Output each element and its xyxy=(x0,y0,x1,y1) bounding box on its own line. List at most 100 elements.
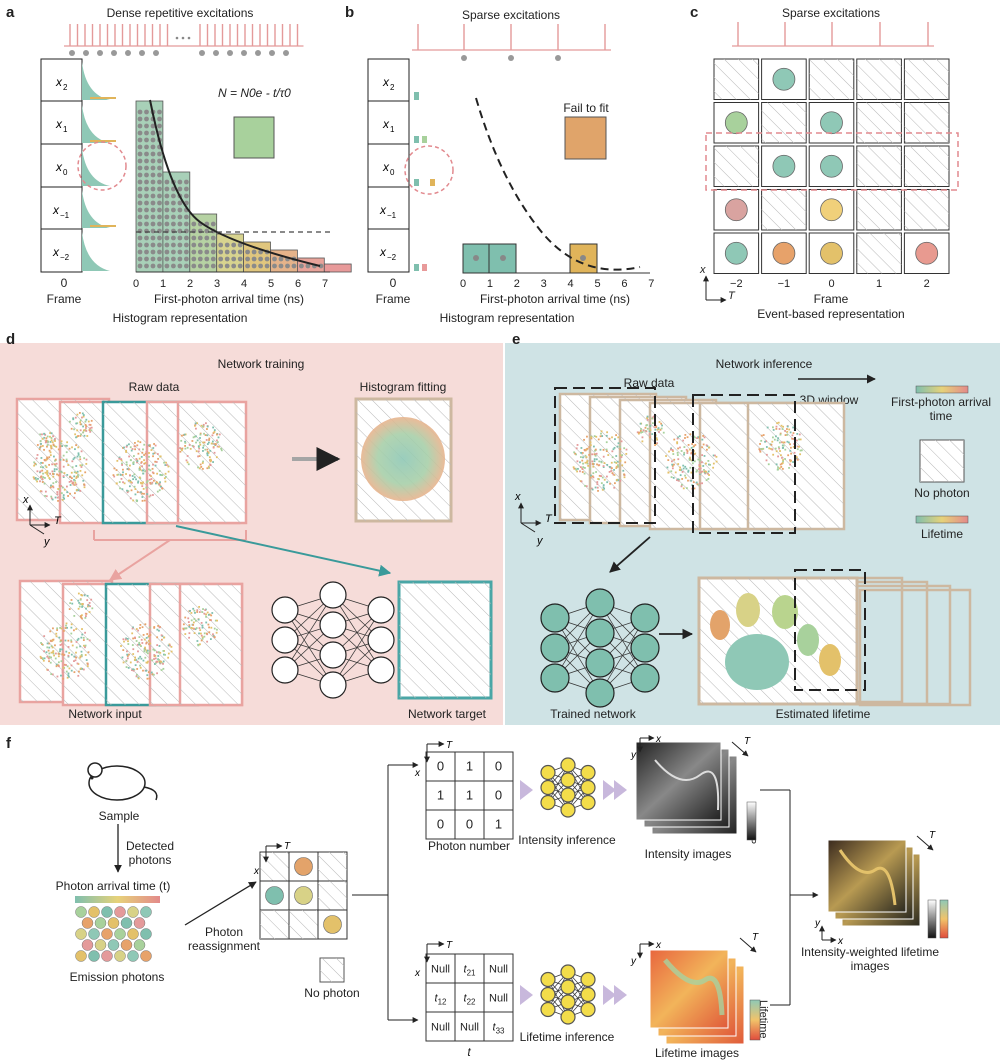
panel-a-xaxis-label: First-photon arrival time (ns) xyxy=(153,292,305,306)
panel-b-xaxis-ticks: 0 1 2 3 4 5 6 7 xyxy=(460,278,654,290)
svg-text:x: x xyxy=(655,734,662,745)
panel-d-network-target: Network target xyxy=(407,707,487,721)
svg-text:x: x xyxy=(52,203,60,217)
matrix-cell: Null xyxy=(489,964,508,976)
panel-f-lifetime-network xyxy=(540,964,596,1025)
panel-e-letter: e xyxy=(512,331,521,348)
panel-c-axis-t: T xyxy=(728,290,735,302)
panel-d-histogram-fit-frame xyxy=(354,397,453,523)
panel-c-event-grid xyxy=(713,58,950,274)
svg-text:−2: −2 xyxy=(60,253,70,262)
xaxis-tick-label: 5 xyxy=(594,278,600,290)
matrix-cell: Null xyxy=(431,964,450,976)
panel-b-letter: b xyxy=(345,4,355,21)
xaxis-tick-label: 6 xyxy=(295,278,301,290)
panel-e-trained: Trained network xyxy=(550,707,636,721)
panel-c-axis-x: x xyxy=(700,264,706,276)
svg-text:x: x xyxy=(52,245,60,259)
svg-text:T: T xyxy=(752,932,759,943)
panel-b-frame-label: Frame xyxy=(375,292,411,306)
panel-c-title: Sparse excitations xyxy=(781,6,881,20)
panel-d-title: Network training xyxy=(217,357,305,371)
panel-c-frame-label: Frame xyxy=(813,292,849,306)
svg-text:x: x xyxy=(382,75,390,89)
panel-c-footer: Event-based representation xyxy=(757,307,905,321)
panel-f-intensity-images xyxy=(635,741,757,841)
panel-f-t-label: t xyxy=(467,1045,471,1059)
panel-f-intensity-network xyxy=(540,757,596,818)
matrix-cell: 0 xyxy=(466,817,473,832)
svg-text:T: T xyxy=(284,841,291,852)
svg-text:x: x xyxy=(382,117,390,131)
panel-b-pulse-train xyxy=(412,24,611,61)
xaxis-tick-label: 2 xyxy=(187,278,193,290)
svg-text:0: 0 xyxy=(390,168,395,177)
matrix-cell: 0 xyxy=(495,759,502,774)
svg-text:x: x xyxy=(55,117,63,131)
matrix-cell: 0 xyxy=(495,788,502,803)
svg-text:y: y xyxy=(43,536,51,548)
xaxis-tick-label: 3 xyxy=(541,278,547,290)
panel-a-pulse-train xyxy=(64,24,304,56)
panel-b-mini-bars xyxy=(404,92,454,271)
panel-a-equation: N = N0e - t/τ0 xyxy=(218,86,291,100)
xaxis-tick-label: 3 xyxy=(214,278,220,290)
panel-f-lifetime-images xyxy=(649,949,761,1045)
panel-e-raw-data: Raw data xyxy=(623,376,675,390)
panel-f-time-colorbar xyxy=(75,896,160,903)
matrix-cell: Null xyxy=(431,1022,450,1034)
xaxis-tick-label: 5 xyxy=(268,278,274,290)
panel-d-network-diagram xyxy=(271,581,395,699)
panel-f-no-photon-legend xyxy=(319,957,345,983)
matrix-cell: 0 xyxy=(437,817,444,832)
panel-c-pulse-train xyxy=(732,22,934,47)
panel-e-estimated: Estimated lifetime xyxy=(775,707,871,721)
panel-f-emission-photons xyxy=(75,906,152,962)
panel-c-letter: c xyxy=(690,4,699,21)
panel-c-frame-ticks: −2 −1 0 1 2 xyxy=(730,278,930,290)
panel-e-legend xyxy=(915,385,969,524)
svg-text:T: T xyxy=(446,740,453,751)
panel-b-fail-label: Fail to fit xyxy=(563,101,609,115)
panel-b-fail-box xyxy=(564,116,607,160)
panel-f-no-photon: No photon xyxy=(304,986,360,1000)
svg-text:2: 2 xyxy=(63,83,68,92)
svg-text:−1: −1 xyxy=(60,211,70,220)
svg-text:T: T xyxy=(54,515,62,527)
panel-f-detected: Detected photons xyxy=(125,839,175,867)
panel-e-legend-nophoton: No photon xyxy=(914,486,970,500)
svg-text:x: x xyxy=(253,866,260,877)
svg-text:y: y xyxy=(814,918,821,929)
panel-a-xaxis-ticks: 0 1 2 3 4 5 6 7 xyxy=(133,278,328,290)
matrix-cell: 1 xyxy=(437,788,444,803)
panel-f-intensity-images: Intensity images xyxy=(644,847,732,861)
panel-e-window-1 xyxy=(554,387,656,524)
svg-text:y: y xyxy=(630,750,637,761)
panel-e-legend-lifetime: Lifetime xyxy=(920,527,964,541)
svg-text:T: T xyxy=(929,830,936,841)
svg-text:T: T xyxy=(744,736,751,747)
svg-text:x: x xyxy=(55,160,63,174)
xaxis-tick-label: 6 xyxy=(621,278,627,290)
panel-d-letter: d xyxy=(6,331,16,348)
panel-f-photon-number-matrix: 0 1 0 1 1 0 0 0 1 xyxy=(425,751,514,840)
matrix-cell: 1 xyxy=(466,759,473,774)
panel-d-target-frame xyxy=(397,580,493,700)
panel-b-title: Sparse excitations xyxy=(461,8,561,22)
svg-text:1: 1 xyxy=(390,125,395,134)
svg-text:x: x xyxy=(414,768,421,779)
frame-tick-label: 2 xyxy=(924,278,930,290)
frame-tick-label: 0 xyxy=(828,278,834,290)
svg-text:x: x xyxy=(837,936,844,947)
panel-f-merge-lines xyxy=(760,789,819,1006)
svg-text:x: x xyxy=(414,968,421,979)
panel-b-histogram xyxy=(462,97,650,274)
panel-d-raw-data: Raw data xyxy=(128,380,180,394)
svg-text:2: 2 xyxy=(390,83,395,92)
panel-d-axes: x T y xyxy=(22,494,62,548)
panel-f-reassign: Photon reassignment xyxy=(187,925,261,953)
panel-d-input-stack xyxy=(18,579,475,707)
